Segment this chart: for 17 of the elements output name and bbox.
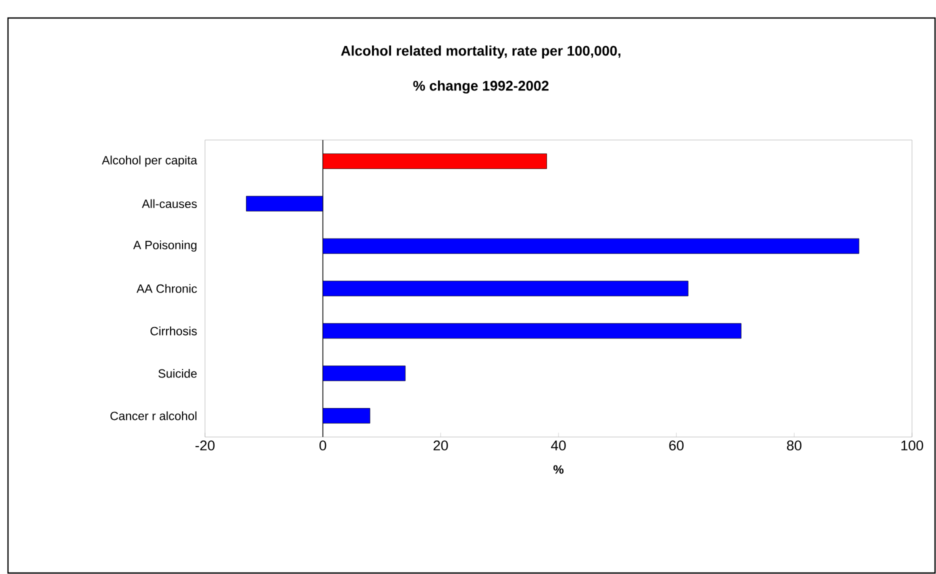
y-tick-label: Cirrhosis [150, 326, 197, 336]
y-tick-label: Cancer r alcohol [110, 411, 196, 420]
x-axis-title: % [553, 465, 564, 474]
y-tick-label: A Poisoning [133, 240, 196, 252]
x-tick-label: 80 [787, 440, 802, 450]
y-tick-label: Suicide [158, 368, 197, 378]
x-tick-label: 60 [669, 440, 684, 450]
x-tick-label: -20 [196, 440, 215, 450]
y-tick-label: Alcohol per capita [102, 156, 198, 167]
x-tick-label: 100 [901, 440, 924, 450]
x-tick-label: 20 [434, 440, 448, 450]
x-tick-label: 40 [551, 440, 566, 450]
x-tick-label: 0 [319, 440, 326, 450]
chart-subtitle: % change 1992-2002 [413, 80, 549, 94]
y-tick-label: All-causes [142, 199, 197, 208]
chart-title: Alcohol related mortality, rate per 100,000, [341, 45, 620, 59]
y-tick-label: AA Chronic [136, 284, 197, 293]
